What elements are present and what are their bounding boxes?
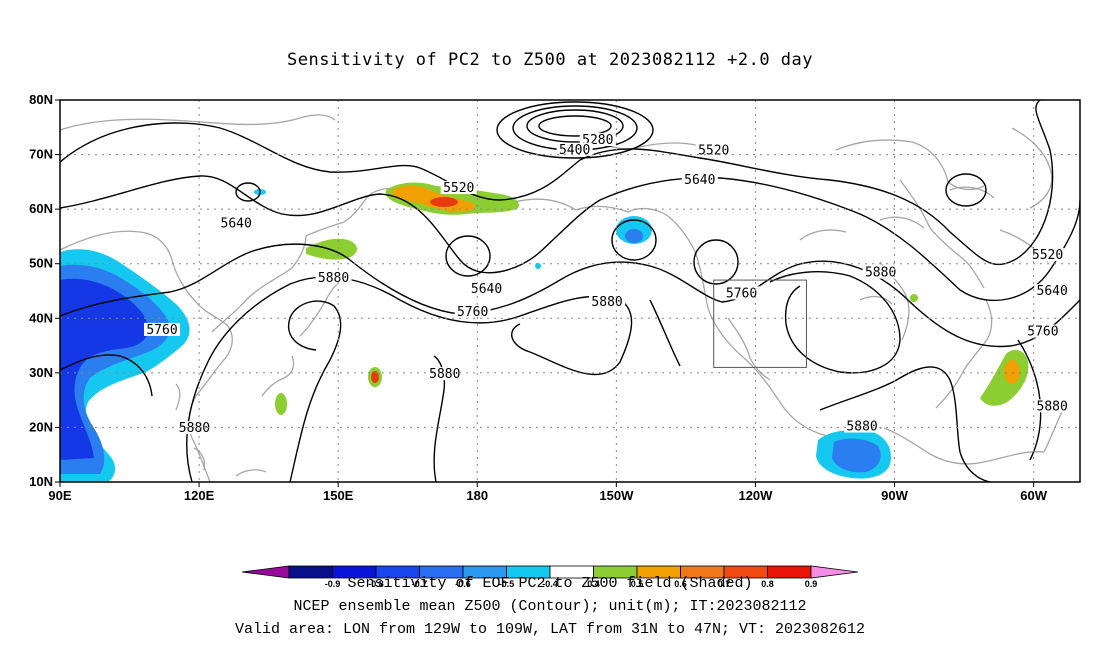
lon-tick-label: 90W [881,488,908,503]
colorbar-tick-label: 0.9 [805,579,818,589]
colorbar: -0.9 -0.8 -0.7 -0.6 -0.5 -0.4 0.4 0.5 0.6 0.7 0.8 0… [241,565,859,589]
lat-tick-label: 30N [29,365,53,380]
contour-label: 5520 [443,181,474,196]
shade-neg-strong-asia [60,278,149,460]
contour-label: 5640 [684,173,715,188]
contour-label-bg [556,142,593,156]
contour-label: 5640 [1037,284,1068,299]
colorbar-tick-label: 0.7 [718,579,731,589]
lon-tick-label: 150E [323,488,354,503]
contour-label: 5400 [559,143,590,158]
contour-5640 [60,175,1080,302]
colorbar-tick-label: -0.8 [368,579,384,589]
colorbar-tick-label: 0.4 [587,579,600,589]
contour-5520 [60,100,1054,266]
contour-label: 5880 [179,421,210,436]
contour-label: 5640 [221,217,252,232]
contour-label-bg [144,322,180,336]
contour-label-bg [315,271,352,285]
contour-5760 [60,243,1080,348]
contour-label-bg [844,419,881,433]
gridlines [60,100,1080,482]
colorbar-tick-label: -0.5 [499,579,515,589]
shade-neg-mid-carib [832,438,881,473]
contour-label: 5760 [146,323,177,338]
contour-label-bg [218,216,255,230]
lat-tick-label: 40N [29,310,53,325]
colorbar-swatch [810,565,859,579]
lat-tick-label: 60N [29,201,53,216]
contour-label-bg [1024,324,1061,338]
lon-tick-label: 120W [738,488,773,503]
contour-label: 5760 [1027,325,1058,340]
colorbar-tick-label: -0.7 [412,579,428,589]
contour-label-bg [695,143,732,157]
lon-tick-label: 180 [466,488,488,503]
contour-5280 [538,115,612,137]
lon-tick-label: 150W [599,488,634,503]
contour-label: 5880 [429,367,460,382]
contour-label: 5760 [457,305,488,320]
contour-label: 5520 [698,143,729,158]
contour-label: 5880 [1037,399,1068,414]
contour-label-bg [579,133,616,147]
contour-label-bg [1034,284,1071,298]
caption-shading: Sensitivity of EOF PC2 to Z500 field (Sh… [347,575,753,592]
caption-valid-area: Valid area: LON from 129W to 109W, LAT f… [234,621,866,638]
lat-axis-labels: 80N 70N 60N 50N 40N 30N 20N 10N [29,92,53,489]
map-frame [59,99,1081,483]
z500-contours [60,100,1080,482]
contour-label: 5520 [1032,248,1063,263]
lon-tick-label: 60W [1020,488,1047,503]
colorbar-tick-label: 0.6 [674,579,687,589]
lon-tick-label: 120E [184,488,215,503]
contour-label-bg [681,172,718,186]
colorbar-tick-label: 0.5 [631,579,644,589]
lat-tick-label: 80N [29,92,53,107]
contour-label: 5760 [726,286,757,301]
page-title: Sensitivity of PC2 to Z500 at 2023082112… [286,50,813,70]
lat-tick-label: 20N [29,419,53,434]
contour-label: 5880 [865,266,896,281]
contour-label-bg [1029,248,1066,262]
contour-5880 [186,276,633,482]
contour-label: 5880 [846,420,877,435]
contour-label-bg [1034,399,1071,413]
lat-tick-label: 70N [29,147,53,162]
contour-label-bg [862,265,899,279]
lon-tick-label: 90E [48,488,71,503]
caption-contour: NCEP ensemble mean Z500 (Contour); unit(… [293,598,807,615]
colorbar-tick-label: -0.4 [542,579,558,589]
axis-ticks [55,99,1035,487]
contour-label: 5880 [318,271,349,286]
lat-tick-label: 50N [29,256,53,271]
contour-label-bg [440,181,477,195]
lon-axis-labels: 90E 120E 150E 180 150W 120W 90W 60W [48,488,1047,503]
colorbar-tick-label: 0.8 [761,579,774,589]
lat-tick-label: 10N [29,474,53,489]
colorbar-tick-label: -0.6 [455,579,471,589]
contour-label: 5880 [591,295,622,310]
valid-area-box [713,279,807,368]
contour-label-bg [468,282,505,295]
contour-label: 5640 [471,282,502,297]
contour-label-bg [426,367,463,381]
colorbar-tick-label: -0.9 [325,579,341,589]
contour-label-bg [723,286,760,300]
contour-label-bg [454,304,491,318]
